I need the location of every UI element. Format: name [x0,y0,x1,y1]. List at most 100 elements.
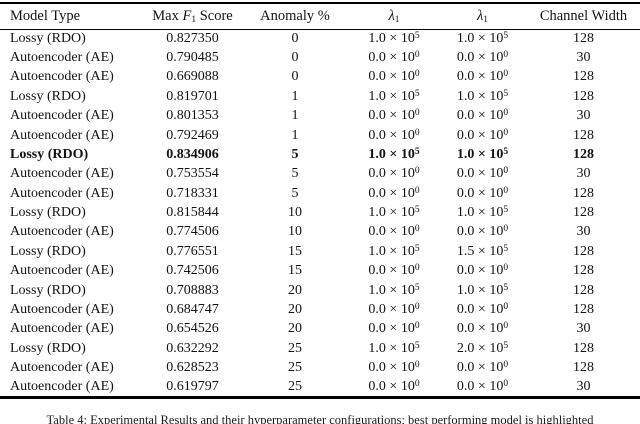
cell-lambda1-a: 0.0 × 100 [368,263,420,279]
table-row: Autoencoder (AE) 0.742506 15 0.0 × 100 0.0 ×… [0,262,640,281]
cell-max-f1-score: 0.827350 [166,30,219,46]
cell-channel-width: 128 [573,146,594,162]
cell-model-type: Autoencoder (AE) [10,360,114,376]
cell-channel-width: 30 [576,108,591,124]
table-row: Autoencoder (AE) 0.619797 25 0.0 × 100 0.0 ×… [0,378,640,397]
cell-anomaly-pct: 1 [291,127,299,143]
col-header-anomaly-label: Anomaly % [260,7,330,24]
table-row: Lossy (RDO) 0.776551 15 1.0 × 105 1.5 × 105 1… [0,242,640,261]
cell-anomaly-pct: 25 [288,360,302,376]
cell-channel-width: 128 [573,185,594,201]
cell-anomaly-pct: 0 [291,50,299,66]
results-table: Model Type Max F1 Score Anomaly % λ1 λ1 … [0,2,640,399]
cell-lambda1-b: 0.0 × 100 [456,166,509,182]
table-row: Lossy (RDO) 0.632292 25 1.0 × 105 2.0 × 105 1… [0,339,640,358]
cell-max-f1-score: 0.632292 [166,340,219,356]
cell-anomaly-pct: 0 [291,69,299,85]
cell-max-f1-score: 0.776551 [166,243,219,259]
cell-anomaly-pct: 5 [291,166,299,182]
col-header-channel-width: Channel Width [527,3,640,29]
cell-lambda1-b: 0.0 × 100 [456,263,509,279]
cell-channel-width: 128 [573,30,594,46]
table-caption: Table 4: Experimental Results and their … [46,413,594,424]
cell-channel-width: 128 [573,263,594,279]
cell-lambda1-b: 0.0 × 100 [456,301,509,317]
cell-max-f1-score: 0.815844 [166,205,219,221]
cell-channel-width: 128 [573,205,594,221]
cell-max-f1-score: 0.834906 [166,146,219,162]
cell-max-f1-score: 0.628523 [166,360,219,376]
cell-lambda1-b: 0.0 × 100 [456,50,509,66]
cell-lambda1-a: 1.0 × 105 [368,205,420,221]
table-row: Lossy (RDO) 0.827350 0 1.0 × 105 1.0 × 105 12… [0,29,640,48]
cell-anomaly-pct: 15 [288,263,302,279]
cell-channel-width: 30 [576,321,591,337]
cell-max-f1-score: 0.718331 [166,185,219,201]
cell-channel-width: 128 [573,360,594,376]
cell-anomaly-pct: 0 [291,30,299,46]
cell-lambda1-b: 0.0 × 100 [456,69,509,85]
cell-model-type: Autoencoder (AE) [10,301,114,317]
cell-model-type: Autoencoder (AE) [10,378,114,394]
col-header-lambda1-b: λ1 [438,3,527,29]
lambda-symbol: λ [388,7,395,24]
cell-lambda1-a: 0.0 × 100 [368,224,420,240]
cell-model-type: Autoencoder (AE) [10,69,114,85]
col-header-model-type-label: Model Type [10,7,81,24]
table-row: Lossy (RDO) 0.708883 20 1.0 × 105 1.0 × 105 1… [0,281,640,300]
cell-channel-width: 30 [576,224,591,240]
lambda-symbol: λ [476,7,484,24]
cell-max-f1-score: 0.819701 [166,88,219,104]
cell-lambda1-b: 0.0 × 100 [456,108,509,124]
cell-lambda1-b: 2.0 × 105 [456,340,509,356]
cell-model-type: Autoencoder (AE) [10,185,114,201]
cell-model-type: Autoencoder (AE) [10,166,114,182]
cell-lambda1-b: 0.0 × 100 [456,360,509,376]
cell-lambda1-a: 0.0 × 100 [368,185,420,201]
cell-anomaly-pct: 1 [291,88,299,104]
cell-anomaly-pct: 10 [288,224,302,240]
cell-lambda1-b: 1.0 × 105 [456,146,509,162]
cell-channel-width: 30 [576,166,591,182]
table-row: Lossy (RDO) 0.815844 10 1.0 × 105 1.0 × 105 1… [0,203,640,222]
cell-lambda1-a: 1.0 × 105 [368,88,420,104]
table-body: Lossy (RDO) 0.827350 0 1.0 × 105 1.0 × 105 12… [0,29,640,397]
cell-model-type: Autoencoder (AE) [10,127,114,143]
cell-model-type: Lossy (RDO) [10,282,86,298]
header-row: Model Type Max F1 Score Anomaly % λ1 λ1 … [0,3,640,29]
table-header: Model Type Max F1 Score Anomaly % λ1 λ1 … [0,3,640,29]
cell-lambda1-a: 0.0 × 100 [368,127,420,143]
f-symbol: F [182,7,192,24]
cell-lambda1-a: 0.0 × 100 [368,69,420,85]
cell-max-f1-score: 0.774506 [166,224,219,240]
table-row: Autoencoder (AE) 0.774506 10 0.0 × 100 0.0 ×… [0,223,640,242]
cell-lambda1-b: 0.0 × 100 [456,224,509,240]
col-header-model-type: Model Type [0,3,145,29]
table-row: Autoencoder (AE) 0.753554 5 0.0 × 100 0.0 × … [0,165,640,184]
cell-channel-width: 128 [573,301,594,317]
table-row: Autoencoder (AE) 0.792469 1 0.0 × 100 0.0 × … [0,126,640,145]
table-row: Autoencoder (AE) 0.628523 25 0.0 × 100 0.0 ×… [0,358,640,377]
cell-anomaly-pct: 5 [291,185,299,201]
cell-anomaly-pct: 25 [288,378,302,394]
cell-lambda1-b: 0.0 × 100 [456,378,509,394]
cell-lambda1-b: 0.0 × 100 [456,185,509,201]
cell-model-type: Lossy (RDO) [10,146,89,162]
cell-max-f1-score: 0.790485 [166,50,219,66]
cell-anomaly-pct: 20 [288,301,302,317]
table-row: Autoencoder (AE) 0.718331 5 0.0 × 100 0.0 × … [0,184,640,203]
cell-channel-width: 30 [576,378,591,394]
cell-anomaly-pct: 10 [288,205,302,221]
cell-model-type: Autoencoder (AE) [10,50,114,66]
cell-model-type: Autoencoder (AE) [10,321,114,337]
cell-lambda1-a: 0.0 × 100 [368,360,420,376]
cell-lambda1-b: 0.0 × 100 [456,321,509,337]
cell-channel-width: 128 [573,127,594,143]
lambda-subscript: 1 [483,14,489,25]
score-label: Score [196,7,233,24]
cell-lambda1-a: 0.0 × 100 [368,321,420,337]
cell-max-f1-score: 0.619797 [166,378,219,394]
cell-max-f1-score: 0.801353 [166,108,219,124]
cell-channel-width: 128 [573,243,594,259]
cell-lambda1-a: 0.0 × 100 [368,166,420,182]
